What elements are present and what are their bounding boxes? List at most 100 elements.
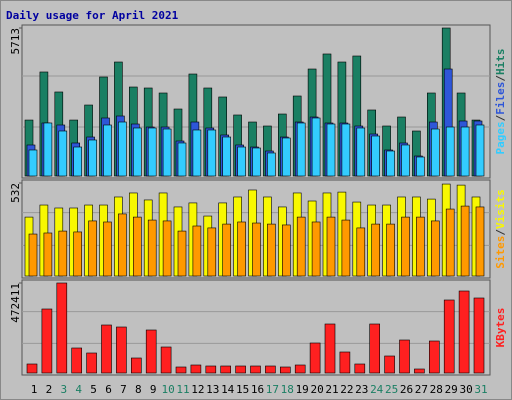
- bar: [356, 127, 366, 177]
- bar: [369, 323, 381, 374]
- bar: [460, 205, 470, 277]
- bar: [386, 150, 395, 177]
- y-tick-label: 532: [9, 183, 22, 203]
- bar: [296, 122, 306, 177]
- bar: [56, 282, 68, 374]
- x-tick-label: 25: [385, 383, 398, 396]
- bar: [339, 351, 351, 374]
- x-tick-label: 1: [31, 383, 38, 396]
- bar: [416, 216, 425, 277]
- bar: [73, 146, 82, 177]
- bar: [401, 144, 410, 177]
- x-tick-label: 3: [60, 383, 67, 396]
- bar: [267, 223, 276, 277]
- bar: [267, 152, 276, 177]
- bar: [371, 223, 381, 277]
- bar: [88, 220, 97, 277]
- bar: [43, 122, 53, 177]
- x-tick-label: 15: [236, 383, 249, 396]
- bar: [192, 225, 202, 277]
- bar: [281, 224, 291, 277]
- bar: [220, 365, 231, 374]
- bar: [190, 364, 202, 374]
- bar: [28, 233, 38, 277]
- x-tick-label: 24: [370, 383, 384, 396]
- x-tick-label: 11: [176, 383, 189, 396]
- x-tick-label: 29: [445, 383, 458, 396]
- panel: [21, 279, 491, 376]
- bar: [160, 346, 172, 374]
- bar: [281, 137, 291, 177]
- bar: [41, 308, 53, 374]
- bar: [177, 142, 187, 177]
- bar: [294, 364, 306, 374]
- bar: [147, 127, 157, 177]
- bar: [341, 219, 351, 277]
- bar: [460, 126, 470, 177]
- x-tick-label: 30: [459, 383, 472, 396]
- bar: [309, 342, 321, 374]
- bar: [177, 230, 187, 277]
- bar: [222, 223, 231, 277]
- bar: [311, 117, 321, 177]
- bar: [147, 219, 157, 277]
- bar: [296, 216, 306, 277]
- bar: [73, 231, 82, 277]
- bar: [341, 123, 351, 177]
- legend-entry: Files: [494, 82, 507, 115]
- bar: [430, 220, 440, 277]
- legend-entry: Visits: [494, 189, 507, 229]
- bar: [252, 222, 261, 277]
- bar: [354, 363, 366, 374]
- bar: [145, 329, 157, 374]
- x-tick-label: 12: [191, 383, 204, 396]
- bar: [458, 290, 470, 374]
- legend: Sites/Visits: [494, 189, 507, 269]
- bar: [205, 365, 217, 374]
- bar: [326, 216, 336, 277]
- bar: [71, 347, 82, 374]
- x-tick-label: 7: [120, 383, 127, 396]
- x-tick-label: 9: [150, 383, 157, 396]
- bar: [162, 128, 172, 177]
- x-tick-label: 18: [281, 383, 294, 396]
- bar: [175, 366, 187, 374]
- bar: [386, 223, 395, 277]
- legend-entry: Hits: [494, 49, 507, 76]
- bar: [445, 208, 455, 277]
- x-tick-label: 13: [206, 383, 219, 396]
- bar: [475, 124, 485, 177]
- bar: [103, 221, 112, 277]
- x-tick-label: 6: [105, 383, 112, 396]
- x-tick-label: 22: [340, 383, 353, 396]
- bar: [222, 136, 231, 177]
- bar: [356, 227, 366, 277]
- x-tick-label: 23: [355, 383, 368, 396]
- bar: [118, 213, 127, 277]
- bar: [475, 206, 485, 277]
- x-tick-label: 27: [415, 383, 428, 396]
- x-tick-label: 14: [221, 383, 235, 396]
- bar: [118, 121, 127, 177]
- bar: [443, 299, 455, 374]
- bar: [384, 355, 395, 374]
- bar: [58, 130, 68, 177]
- bar: [250, 365, 261, 374]
- bar: [43, 232, 53, 277]
- x-tick-label: 4: [75, 383, 82, 396]
- legend-separator: /: [494, 229, 507, 236]
- legend-entry: KBytes: [494, 308, 507, 348]
- bar: [207, 227, 217, 277]
- bar: [252, 147, 261, 177]
- bar: [235, 365, 246, 374]
- bar: [237, 146, 246, 177]
- bar: [279, 366, 291, 374]
- bar: [401, 216, 410, 277]
- x-tick-label: 2: [46, 383, 53, 396]
- x-tick-label: 17: [266, 383, 279, 396]
- bar: [237, 221, 246, 277]
- bar: [26, 363, 38, 374]
- bar: [116, 326, 127, 374]
- bar: [445, 126, 455, 177]
